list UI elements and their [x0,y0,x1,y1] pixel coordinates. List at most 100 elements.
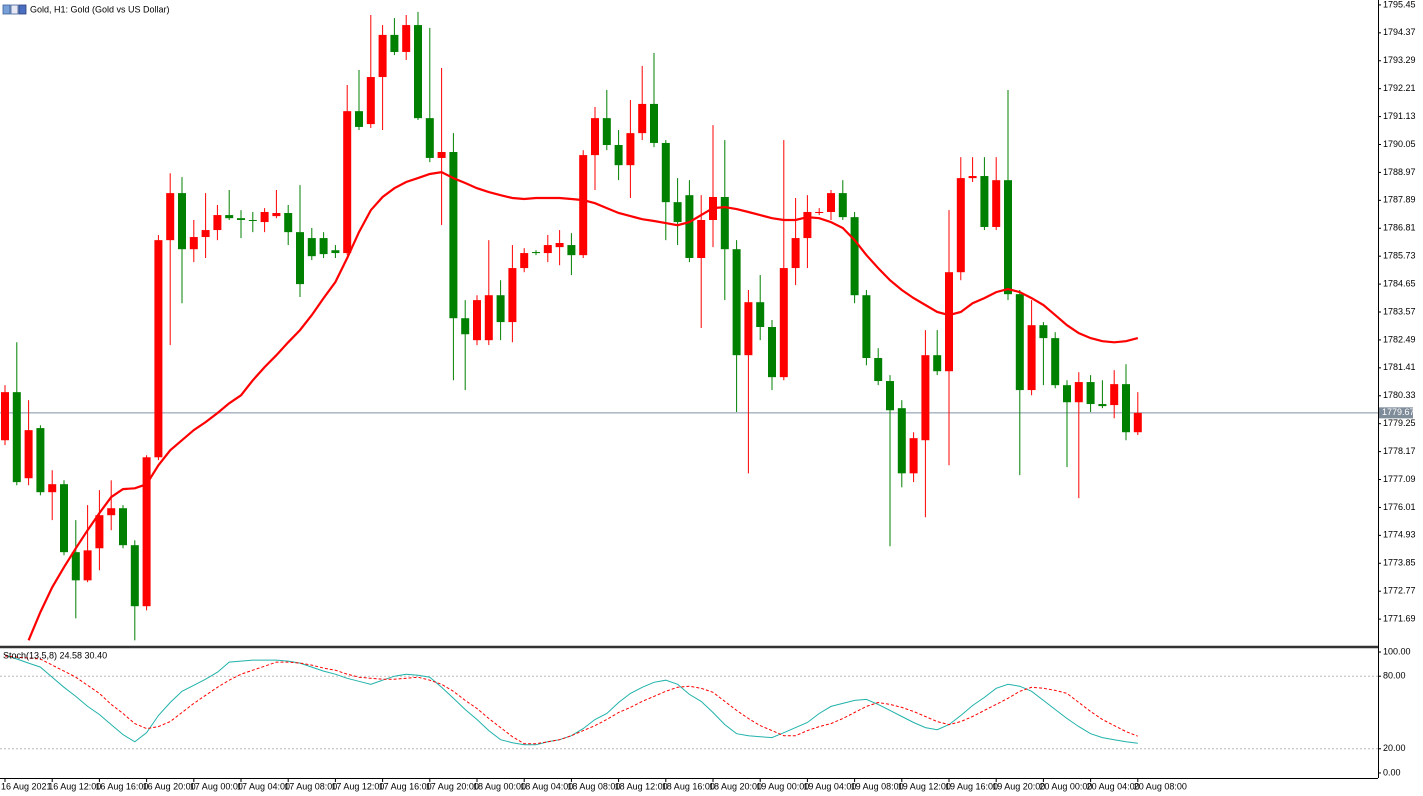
candle-body [284,213,293,233]
candle-body [532,252,540,254]
y-tick-label: 20.00 [1383,743,1406,753]
candle-body [508,268,517,323]
candle-body [732,249,741,356]
candle-body [95,515,104,549]
y-tick-label: 1784.65 [1383,278,1416,288]
candle-body [626,133,635,166]
candle-body [956,178,965,273]
y-tick-label: 80.00 [1383,671,1406,681]
stoch-plot [0,654,1378,750]
candle-body [602,118,611,146]
x-tick-label: 19 Aug 00:00 [756,781,809,791]
candle-body [355,111,363,127]
x-tick-label: 17 Aug 04:00 [237,781,290,791]
candle-body [933,355,942,372]
candle-body [638,103,647,134]
candle-body [272,213,281,217]
x-tick-label: 20 Aug 00:00 [1039,781,1092,791]
candle-body [343,111,352,254]
candle-body [237,218,245,220]
candle-body [166,193,175,241]
candle-body [461,318,470,335]
candle-body [720,196,729,250]
y-tick-label: 1783.57 [1383,306,1416,316]
candle-body [661,142,670,203]
y-tick-label: 1778.17 [1383,446,1416,456]
main-plot [0,11,1378,641]
candle-body [579,155,588,256]
x-tick-label: 18 Aug 00:00 [473,781,526,791]
y-tick-label: 0.00 [1383,767,1401,777]
y-tick-label: 1788.97 [1383,167,1416,177]
candle-body [414,25,422,119]
candle-body [189,237,198,250]
candle-body [520,253,529,269]
candle-body [945,272,953,372]
x-tick-label: 16 Aug 2021 [1,781,52,791]
y-tick-label: 1791.13 [1383,111,1416,121]
candle-body [685,195,694,258]
candle-body [473,300,481,341]
y-tick-label: 1786.81 [1383,223,1416,233]
candle-body [850,217,859,296]
y-tick-label: 1782.49 [1383,334,1416,344]
candle-body [1039,325,1048,339]
candle-body [307,238,316,257]
candle-body [555,242,564,248]
candle-body [484,295,493,341]
moving-average [27,171,1139,641]
candle-body [921,355,930,441]
stoch-line [4,655,1138,745]
y-tick-label: 100.00 [1383,646,1411,656]
indicator-title: Stoch(13,5,8) 24.58 30.40 [3,650,107,660]
x-tick-label: 16 Aug 12:00 [48,781,101,791]
candle-body [319,238,328,255]
y-tick-label: 1787.89 [1383,195,1416,205]
candle-body [36,428,45,493]
candle-body [1086,382,1095,405]
candle-body [24,430,33,479]
symbol-icons [2,4,27,15]
candle-body [60,484,68,553]
candle-body [614,145,623,166]
y-tick-label: 1779.25 [1383,418,1416,428]
candle-body [296,232,304,285]
candle-body [71,552,80,581]
candle-body [650,103,658,143]
x-tick-label: 18 Aug 20:00 [709,781,762,791]
candle-body [968,176,977,179]
x-tick-label: 19 Aug 16:00 [945,781,998,791]
y-tick-label: 1792.21 [1383,83,1416,93]
y-tick-label: 1774.93 [1383,530,1416,540]
candle-body [673,202,682,223]
x-tick-label: 17 Aug 20:00 [426,781,479,791]
y-tick-label: 1781.41 [1383,362,1416,372]
y-tick-label: 1776.01 [1383,502,1416,512]
candle-body [744,302,753,356]
x-tick-label: 18 Aug 12:00 [615,781,668,791]
x-tick-label: 19 Aug 08:00 [851,781,904,791]
x-tick-label: 17 Aug 12:00 [331,781,384,791]
y-tick-label: 1795.45 [1383,0,1416,9]
x-tick-label: 20 Aug 04:00 [1087,781,1140,791]
candle-body [1122,384,1130,433]
candle-body [768,327,776,378]
candle-body [909,438,918,474]
y-tick-label: 1771.69 [1383,613,1416,623]
candle-body [201,230,210,238]
candle-body [1,392,9,441]
candle-body [331,250,340,254]
candle-body [1133,412,1142,433]
candle-body [886,381,894,411]
candle-body [1110,384,1119,406]
candle-body [838,193,847,218]
candle-body [1098,404,1107,407]
candle-body [1051,338,1060,386]
candle-body [1063,385,1071,403]
x-tick-label: 17 Aug 08:00 [284,781,337,791]
candle-body [449,152,458,319]
candle-body [697,219,706,258]
candle-body [154,240,163,458]
candle-body [378,34,387,78]
